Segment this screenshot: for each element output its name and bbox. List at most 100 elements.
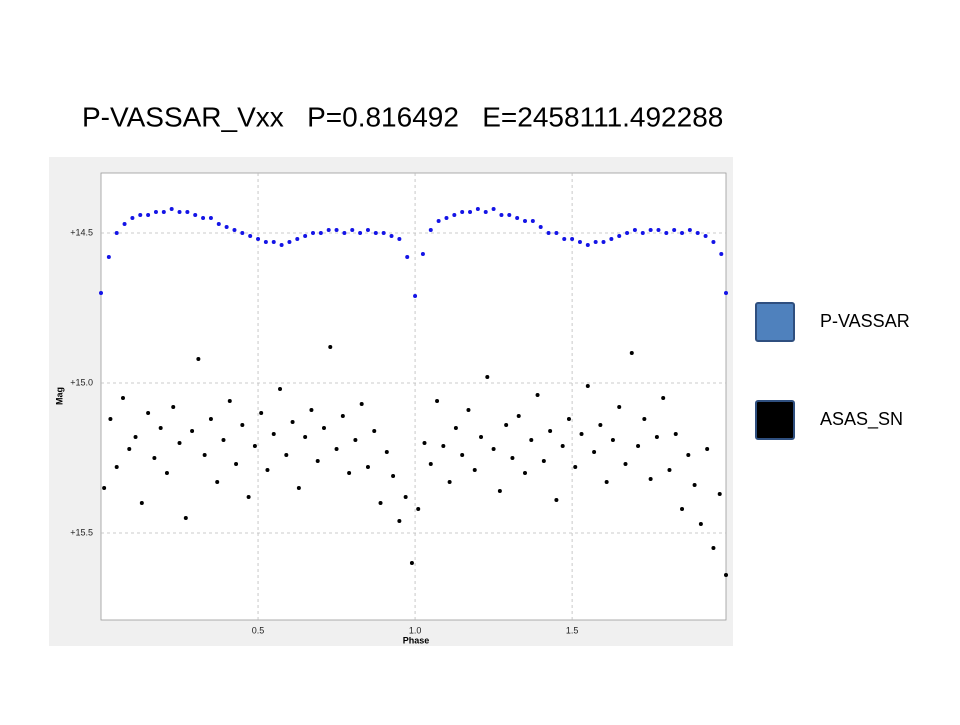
point bbox=[278, 387, 283, 391]
point bbox=[686, 453, 691, 457]
point bbox=[667, 468, 672, 472]
point bbox=[499, 213, 504, 217]
point bbox=[680, 231, 685, 235]
point bbox=[475, 207, 480, 211]
point bbox=[522, 219, 527, 223]
point bbox=[436, 219, 441, 223]
point bbox=[705, 447, 710, 451]
point bbox=[106, 255, 111, 259]
point bbox=[577, 240, 582, 244]
point bbox=[617, 234, 622, 238]
point bbox=[724, 291, 728, 295]
point bbox=[208, 417, 213, 421]
point bbox=[491, 447, 496, 451]
point bbox=[279, 243, 284, 247]
point bbox=[183, 516, 188, 520]
point bbox=[381, 231, 386, 235]
point bbox=[397, 237, 402, 241]
point bbox=[529, 438, 534, 442]
point bbox=[120, 396, 125, 400]
point bbox=[232, 228, 237, 232]
x-axis-label: Phase bbox=[403, 635, 430, 645]
point bbox=[353, 438, 358, 442]
point bbox=[695, 231, 700, 235]
point bbox=[447, 480, 452, 484]
point bbox=[435, 399, 440, 403]
point bbox=[466, 408, 471, 412]
point bbox=[389, 234, 394, 238]
y-axis-label: Mag bbox=[54, 387, 64, 405]
point bbox=[530, 219, 535, 223]
point bbox=[409, 561, 414, 565]
point bbox=[610, 438, 615, 442]
point bbox=[711, 546, 716, 550]
point bbox=[271, 432, 276, 436]
point bbox=[507, 213, 512, 217]
point bbox=[673, 432, 678, 436]
point bbox=[215, 480, 220, 484]
point bbox=[303, 234, 308, 238]
point bbox=[108, 417, 113, 421]
point bbox=[585, 243, 590, 247]
point bbox=[295, 237, 300, 241]
point bbox=[309, 408, 314, 412]
point bbox=[158, 426, 163, 430]
point bbox=[604, 480, 609, 484]
point bbox=[648, 228, 653, 232]
point bbox=[724, 573, 728, 577]
point bbox=[190, 429, 195, 433]
point bbox=[114, 231, 119, 235]
point bbox=[372, 429, 377, 433]
point bbox=[365, 465, 370, 469]
point bbox=[318, 231, 323, 235]
point bbox=[625, 231, 630, 235]
point bbox=[321, 426, 326, 430]
point bbox=[177, 441, 182, 445]
point bbox=[680, 507, 685, 511]
x-tick-label: 0.5 bbox=[252, 625, 265, 635]
point bbox=[554, 231, 559, 235]
point bbox=[122, 222, 127, 226]
point bbox=[453, 426, 458, 430]
y-tick-label: +14.5 bbox=[70, 227, 93, 237]
point bbox=[515, 216, 520, 220]
point bbox=[303, 435, 308, 439]
point bbox=[472, 468, 477, 472]
point bbox=[139, 501, 144, 505]
point bbox=[216, 222, 221, 226]
point bbox=[397, 519, 402, 523]
point bbox=[193, 213, 198, 217]
point bbox=[546, 231, 551, 235]
point bbox=[413, 294, 418, 298]
point bbox=[263, 240, 268, 244]
y-tick-label: +15.5 bbox=[70, 527, 93, 537]
point bbox=[711, 240, 716, 244]
point bbox=[221, 438, 226, 442]
point bbox=[114, 465, 119, 469]
point bbox=[405, 255, 410, 259]
point bbox=[460, 210, 465, 214]
point bbox=[692, 483, 697, 487]
point bbox=[428, 462, 433, 466]
point bbox=[593, 240, 598, 244]
point bbox=[479, 435, 484, 439]
point bbox=[428, 228, 433, 232]
point bbox=[497, 489, 502, 493]
point bbox=[642, 417, 647, 421]
point bbox=[315, 459, 320, 463]
point bbox=[623, 462, 628, 466]
point bbox=[146, 213, 151, 217]
point bbox=[234, 462, 239, 466]
legend-swatch bbox=[755, 400, 795, 440]
point bbox=[592, 450, 597, 454]
point bbox=[698, 522, 703, 526]
point bbox=[554, 498, 559, 502]
point bbox=[541, 459, 546, 463]
point bbox=[334, 447, 339, 451]
point bbox=[601, 240, 606, 244]
point bbox=[164, 471, 169, 475]
point bbox=[240, 423, 245, 427]
point bbox=[522, 471, 527, 475]
point bbox=[717, 492, 722, 496]
